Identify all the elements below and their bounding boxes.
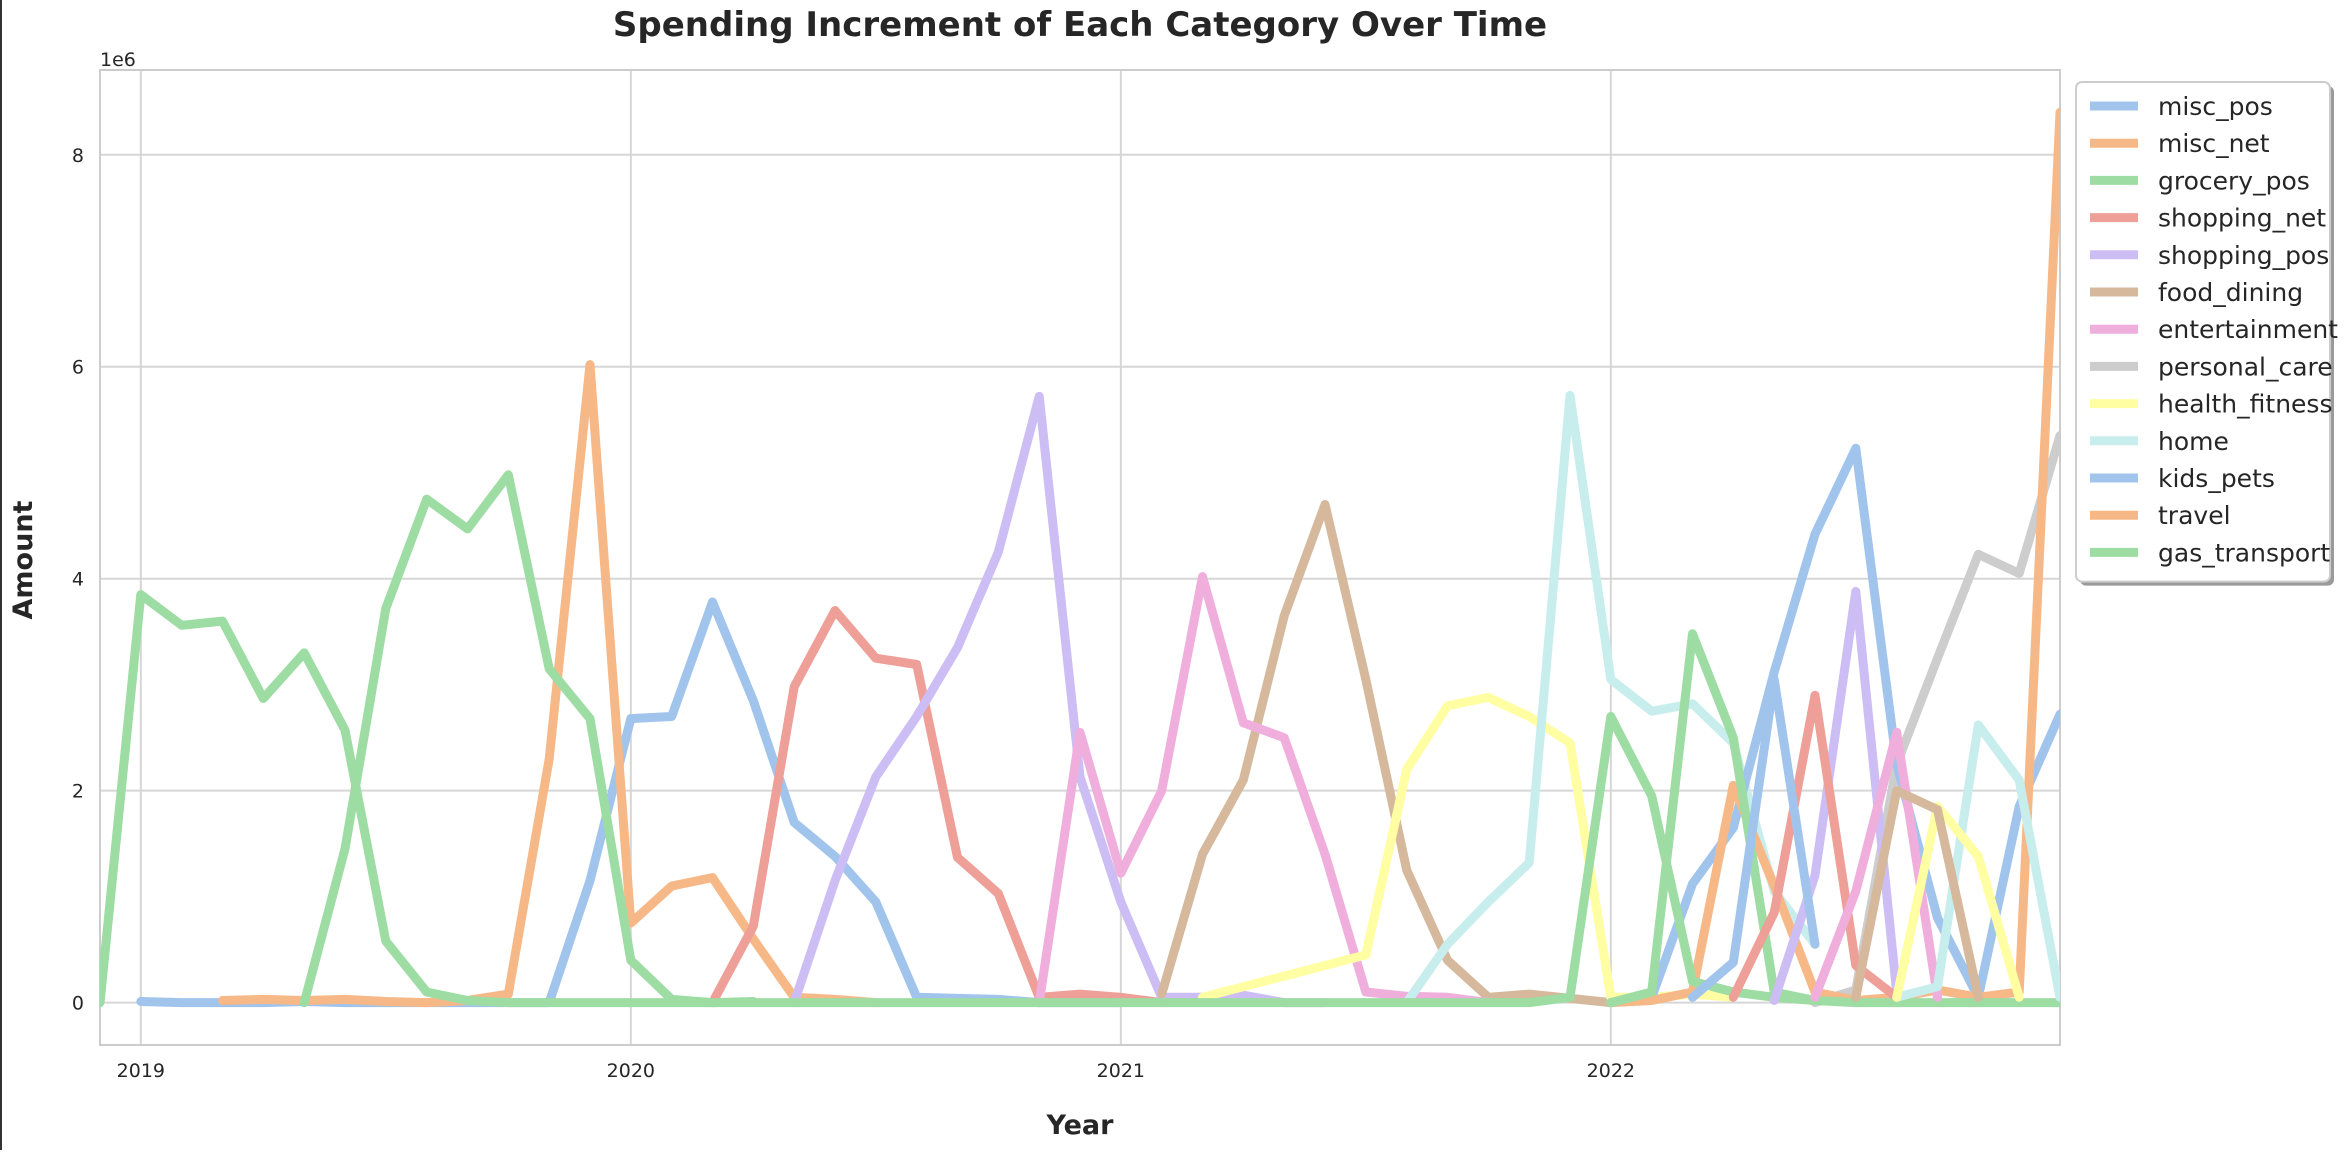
series-line-misc-net bbox=[218, 360, 881, 1008]
x-tick-label: 2021 bbox=[1097, 1060, 1145, 1082]
legend-label-grocery-pos: grocery_pos bbox=[2158, 166, 2310, 195]
legend-label-misc-net: misc_net bbox=[2158, 129, 2270, 158]
legend-label-shopping-net: shopping_net bbox=[2158, 204, 2326, 233]
series-line-segment-19 bbox=[1892, 802, 2024, 1002]
legend-label-entertainment: entertainment bbox=[2158, 315, 2338, 344]
y-axis-label: Amount bbox=[8, 500, 39, 619]
legend-label-gas-transport: gas_transport bbox=[2158, 538, 2330, 567]
legend-label-shopping-pos: shopping_pos bbox=[2158, 241, 2329, 270]
legend-label-home: home bbox=[2158, 427, 2229, 456]
series-line-segment-14 bbox=[1769, 586, 1902, 1005]
series-line-segment-16 bbox=[1810, 727, 1942, 1002]
plot-frame bbox=[99, 69, 2061, 1046]
plot-area: 0 2 4 6 8 2019 2020 2021 2022 bbox=[72, 69, 2061, 1082]
series-line-food-dining bbox=[1157, 500, 1616, 1008]
legend-label-food-dining: food_dining bbox=[2158, 278, 2303, 307]
series-line-shopping-pos bbox=[789, 391, 1330, 1008]
y-tick-label: 2 bbox=[72, 781, 84, 803]
series-line-shopping-net bbox=[708, 606, 1167, 1008]
legend-label-misc-pos: misc_pos bbox=[2158, 92, 2273, 121]
x-axis-label: Year bbox=[1046, 1110, 1115, 1141]
legend-box bbox=[2075, 81, 2331, 583]
series-line-segment-17 bbox=[1688, 674, 1820, 1002]
series-group bbox=[100, 107, 2060, 1008]
series-line-segment-18 bbox=[1892, 720, 2060, 1002]
y-tick-label: 0 bbox=[72, 993, 84, 1015]
legend-label-kids-pets: kids_pets bbox=[2158, 464, 2275, 493]
series-line-travel bbox=[1606, 107, 2060, 1008]
x-tick-label: 2019 bbox=[117, 1060, 165, 1082]
y-tick-label: 8 bbox=[72, 145, 84, 167]
x-tick-label: 2022 bbox=[1587, 1060, 1635, 1082]
left-edge-divider bbox=[0, 0, 2, 1150]
legend-label-health-fitness: health_fitness bbox=[2158, 390, 2332, 419]
y-tick-label: 4 bbox=[72, 569, 84, 591]
chart-title: Spending Increment of Each Category Over… bbox=[613, 5, 1547, 45]
legend-label-personal-care: personal_care bbox=[2158, 352, 2333, 381]
series-line-segment-20 bbox=[1851, 786, 1983, 1002]
x-tick-label: 2020 bbox=[607, 1060, 655, 1082]
series-line-kids-pets bbox=[1606, 443, 2060, 1008]
series-line-segment-15 bbox=[1728, 690, 1902, 1002]
y-offset-text: 1e6 bbox=[100, 49, 136, 71]
legend-label-travel: travel bbox=[2158, 501, 2231, 530]
y-tick-label: 6 bbox=[72, 357, 84, 379]
legend: misc_pos misc_net grocery_pos shopping_nets… bbox=[2075, 81, 2338, 586]
